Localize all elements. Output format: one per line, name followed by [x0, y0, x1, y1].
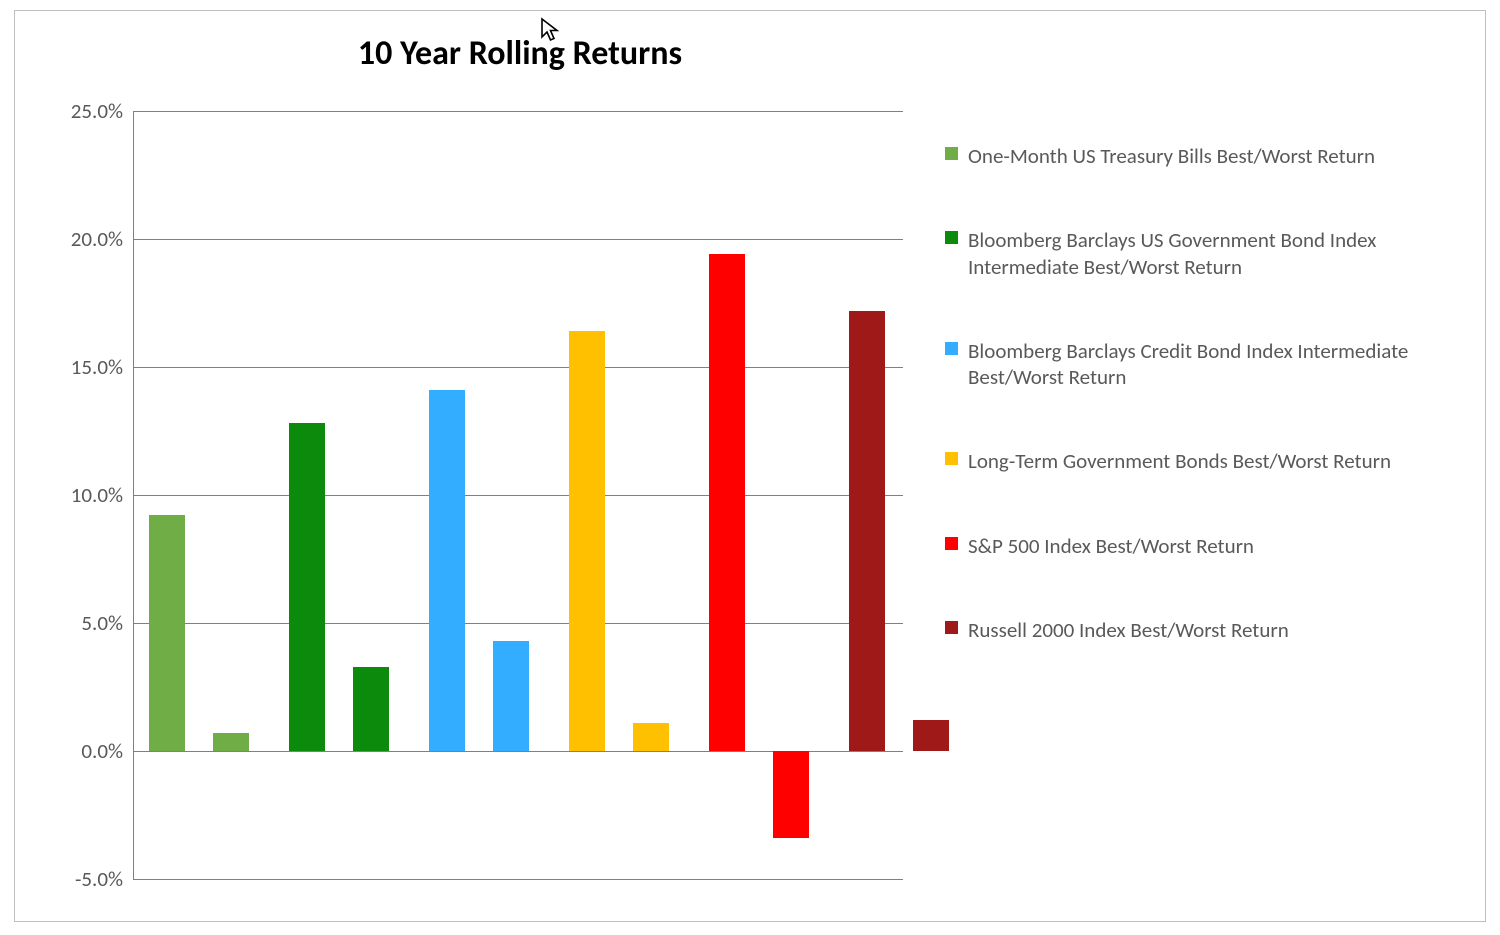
gridline	[133, 111, 903, 112]
legend-swatch	[945, 537, 958, 550]
bar	[569, 331, 605, 751]
bar	[493, 641, 529, 751]
ytick-label: 10.0%	[71, 482, 123, 508]
ytick-label: 5.0%	[81, 610, 123, 636]
bar	[429, 390, 465, 751]
ytick-label: 25.0%	[71, 98, 123, 124]
bar	[849, 311, 885, 751]
plot-area: -5.0%0.0%5.0%10.0%15.0%20.0%25.0%	[133, 111, 903, 879]
bar	[709, 254, 745, 751]
legend: One-Month US Treasury Bills Best/Worst R…	[945, 143, 1465, 643]
legend-label: Russell 2000 Index Best/Worst Return	[968, 617, 1465, 643]
legend-swatch	[945, 452, 958, 465]
bar	[633, 723, 669, 751]
legend-item: Bloomberg Barclays US Government Bond In…	[945, 227, 1465, 280]
legend-label: Bloomberg Barclays Credit Bond Index Int…	[968, 338, 1465, 391]
gridline	[133, 623, 903, 624]
gridline	[133, 879, 903, 880]
ytick-label: 15.0%	[71, 354, 123, 380]
legend-item: One-Month US Treasury Bills Best/Worst R…	[945, 143, 1465, 169]
gridline	[133, 239, 903, 240]
bar	[149, 515, 185, 751]
gridline	[133, 495, 903, 496]
chart-frame: 10 Year Rolling Returns -5.0%0.0%5.0%10.…	[14, 10, 1486, 922]
legend-swatch	[945, 621, 958, 634]
ytick-label: 0.0%	[81, 738, 123, 764]
legend-item: Russell 2000 Index Best/Worst Return	[945, 617, 1465, 643]
chart-title: 10 Year Rolling Returns	[15, 33, 1025, 74]
bar	[913, 720, 949, 751]
bar	[289, 423, 325, 751]
legend-label: Bloomberg Barclays US Government Bond In…	[968, 227, 1465, 280]
ytick-label: -5.0%	[75, 866, 123, 892]
legend-label: S&P 500 Index Best/Worst Return	[968, 533, 1465, 559]
bar	[353, 667, 389, 751]
legend-item: Bloomberg Barclays Credit Bond Index Int…	[945, 338, 1465, 391]
legend-label: Long-Term Government Bonds Best/Worst Re…	[968, 448, 1465, 474]
legend-swatch	[945, 342, 958, 355]
ytick-label: 20.0%	[71, 226, 123, 252]
legend-item: S&P 500 Index Best/Worst Return	[945, 533, 1465, 559]
bar	[773, 751, 809, 838]
legend-swatch	[945, 147, 958, 160]
legend-item: Long-Term Government Bonds Best/Worst Re…	[945, 448, 1465, 474]
gridline	[133, 367, 903, 368]
bar	[213, 733, 249, 751]
legend-label: One-Month US Treasury Bills Best/Worst R…	[968, 143, 1465, 169]
legend-swatch	[945, 231, 958, 244]
